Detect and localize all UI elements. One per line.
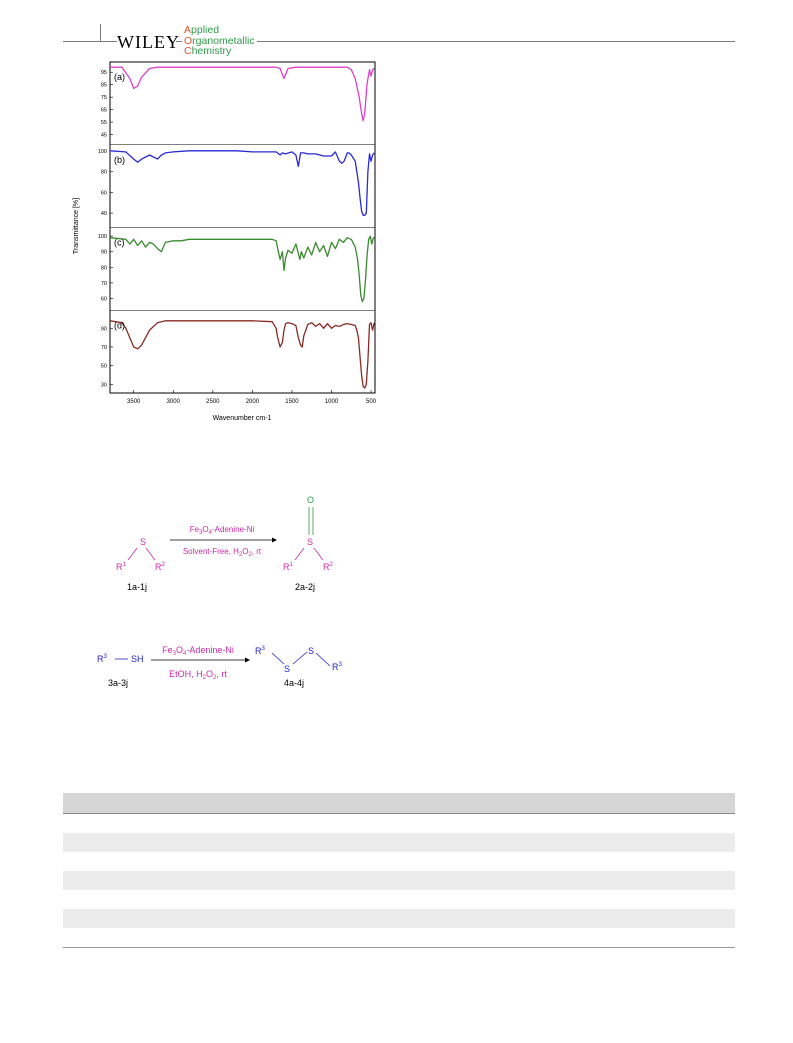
journal-line-2: Organometallic <box>184 34 255 47</box>
y-tick-label: 80 <box>101 265 107 271</box>
y-tick-label: 100 <box>98 234 107 240</box>
product-label: 2a-2j <box>295 582 315 592</box>
y-tick-label: 50 <box>101 364 107 370</box>
header-rule <box>63 41 735 42</box>
bond <box>294 547 305 561</box>
table-row <box>63 928 735 947</box>
ftir-spectra-figure: 95 85 75 65 55 45 (a) 100 80 60 40 (b) 100 90 80 70 60 (c… <box>73 61 377 422</box>
catalyst-label: Fe3O4-Adenine-Ni <box>190 525 255 536</box>
reactant-sulfur: S <box>140 537 146 547</box>
table-row <box>63 909 735 928</box>
conditions-label: Solvent-Free, H2O2, rt <box>183 547 262 558</box>
y-tick-label: 75 <box>101 95 107 101</box>
header-page-marker <box>100 24 101 42</box>
x-tick-label: 2000 <box>246 399 260 405</box>
product-label: 4a-4j <box>284 678 304 688</box>
panel-label: (b) <box>114 155 125 165</box>
arrow-head <box>245 657 250 663</box>
r1-group: R1 <box>116 562 127 572</box>
spectrum-line <box>109 320 375 389</box>
journal-logo: Applied Organometallic Chemistry <box>182 25 257 57</box>
x-tick-label: 3000 <box>167 399 181 405</box>
y-tick-label: 80 <box>101 170 107 176</box>
bond <box>271 652 285 665</box>
r3-group: R3 <box>97 654 108 664</box>
catalyst-label: Fe3O4-Adenine-Ni <box>162 645 234 657</box>
conditions-label: EtOH, H2O2, rt <box>169 669 227 681</box>
bond <box>315 652 331 667</box>
disulfide-s1: S <box>284 664 290 674</box>
x-tick-label: 1000 <box>325 399 339 405</box>
table-bottom-rule <box>63 947 735 948</box>
logo-dash <box>176 41 184 42</box>
thiol-sh: SH <box>131 654 144 664</box>
x-tick-label: 3500 <box>127 399 141 405</box>
y-tick-label: 70 <box>101 345 107 351</box>
x-tick-label: 500 <box>366 399 377 405</box>
product-oxygen: O <box>307 495 314 505</box>
spectrum-line <box>110 66 375 122</box>
arrow-head <box>272 537 277 543</box>
spectrum-line <box>109 235 375 303</box>
r2-group: R2 <box>155 562 166 572</box>
y-tick-label: 40 <box>101 211 107 217</box>
y-tick-label: 60 <box>101 190 107 196</box>
product-sulfur: S <box>307 537 313 547</box>
scheme-1-sulfide-oxidation: S R1 R2 1a-1j Fe3O4-Adenine-Ni Solvent-F… <box>116 495 334 592</box>
bond <box>145 547 156 561</box>
y-tick-label: 60 <box>101 296 107 302</box>
y-tick-label: 90 <box>101 250 107 256</box>
panel-label: (d) <box>114 320 125 330</box>
y-tick-label: 100 <box>98 149 107 155</box>
journal-line-3: Chemistry <box>184 45 232 57</box>
bond <box>313 547 324 561</box>
y-tick-label: 85 <box>101 83 107 89</box>
r3-group: R3 <box>255 646 266 656</box>
table-row <box>63 833 735 852</box>
y-tick-label: 95 <box>101 70 107 76</box>
y-tick-label: 70 <box>101 281 107 287</box>
y-tick-label: 55 <box>101 120 107 126</box>
reactant-label: 1a-1j <box>127 582 147 592</box>
table-row <box>63 871 735 890</box>
y-tick-label: 65 <box>101 108 107 114</box>
reactant-label: 3a-3j <box>108 678 128 688</box>
panel-label: (a) <box>114 72 125 82</box>
y-tick-label: 30 <box>101 382 107 388</box>
table-row <box>63 852 735 871</box>
bond <box>127 547 138 561</box>
table-row <box>63 890 735 909</box>
table-row <box>63 814 735 833</box>
r2-group: R2 <box>323 562 334 572</box>
y-tick-label: 90 <box>101 326 107 332</box>
table-header <box>63 793 735 814</box>
journal-line-1: Applied <box>184 24 220 36</box>
x-tick-label: 1500 <box>285 399 299 405</box>
spectrum-line <box>109 150 375 216</box>
r1-group: R1 <box>283 562 294 572</box>
publisher-logo: WILEY <box>117 32 182 53</box>
x-axis-label: Wavenumber cm-1 <box>213 415 272 422</box>
r3-group: R3 <box>332 662 343 672</box>
x-tick-label: 2500 <box>206 399 220 405</box>
data-table <box>63 793 735 948</box>
panel-label: (c) <box>114 238 125 248</box>
scheme-2-thiol-coupling: R3 SH 3a-3j Fe3O4-Adenine-Ni EtOH, H2O2,… <box>97 645 343 688</box>
bond <box>292 651 308 665</box>
y-tick-label: 45 <box>101 133 107 139</box>
y-axis-label: Transmittance [%] <box>73 198 80 254</box>
disulfide-s2: S <box>308 646 314 656</box>
